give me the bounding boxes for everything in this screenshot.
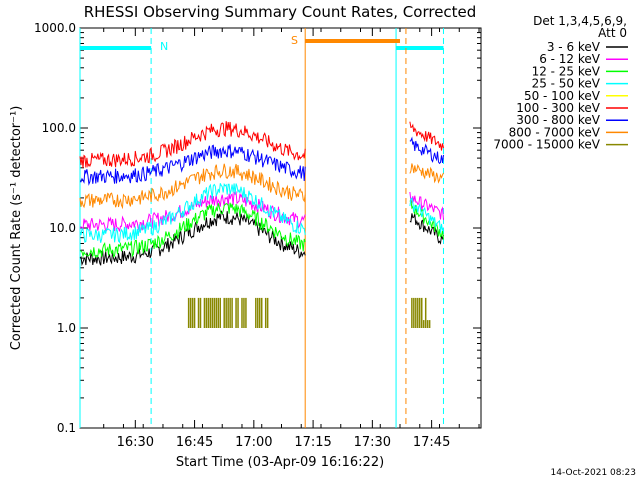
series-100-300-kev (79, 121, 444, 168)
chart-title: RHESSI Observing Summary Count Rates, Co… (84, 3, 477, 21)
series-line-after-gap (409, 191, 444, 220)
legend-entry-label: 3 - 6 keV (547, 40, 601, 54)
legend-entry-label: 800 - 7000 keV (509, 125, 601, 139)
x-tick-label: 17:45 (413, 435, 450, 450)
series-line-before-gap (79, 163, 306, 210)
series-line-after-gap (409, 163, 444, 184)
x-axis-label: Start Time (03-Apr-09 16:16:22) (176, 455, 384, 470)
series-line-before-gap (79, 190, 306, 233)
y-tick-label: 10.0 (49, 221, 76, 235)
axes-layer: 1000.0 100.0 10.0 1.0 0.1 16:30 16:45 17:00 17:1… (34, 21, 481, 450)
y-tick-label: 1.0 (57, 321, 76, 335)
x-tick-label: 17:30 (354, 435, 391, 450)
footer-date: 14-Oct-2021 08:23 (551, 468, 636, 478)
saa-flag-label: S (291, 34, 298, 47)
legend-entry-label: 25 - 50 keV (532, 77, 601, 91)
series-line-after-gap (409, 213, 444, 245)
series-line-before-gap (79, 182, 306, 244)
x-tick-label: 17:00 (235, 435, 272, 450)
y-tick-label: 0.1 (57, 421, 76, 435)
series-line-after-gap (409, 136, 444, 165)
legend-entry-label: 7000 - 15000 keV (493, 138, 600, 152)
series-layer (79, 121, 444, 328)
series-800-7000-kev (79, 163, 444, 210)
x-tick-label: 17:15 (294, 435, 331, 450)
series-300-800-kev (79, 136, 444, 186)
x-tick-label: 16:30 (117, 435, 154, 450)
y-tick-label: 100.0 (42, 121, 76, 135)
x-tick-label: 16:45 (176, 435, 213, 450)
y-axis-label: Corrected Count Rate (s⁻¹ detector⁻¹) (9, 106, 24, 351)
legend-entry-label: 100 - 300 keV (516, 101, 600, 115)
night-flag-label: N (160, 40, 168, 53)
series-line-before-gap (79, 202, 306, 259)
series-line-after-gap (409, 197, 444, 233)
series-7000-15000-kev (187, 297, 431, 328)
y-tick-label: 1000.0 (34, 21, 76, 35)
series-line-before-gap (79, 144, 306, 186)
series-25-50-kev (79, 182, 444, 244)
legend-entry-label: 50 - 100 keV (524, 89, 601, 103)
legend-header-line-2: Att 0 (598, 26, 627, 40)
legend-entry-label: 12 - 25 keV (532, 64, 601, 78)
legend-entry-label: 6 - 12 keV (539, 52, 601, 66)
legend-header-line-1: Det 1,3,4,5,6,9, (533, 14, 627, 28)
series-line-before-gap (79, 121, 306, 168)
legend-entry-label: 300 - 800 keV (516, 113, 600, 127)
series-line-after-gap (409, 121, 444, 151)
